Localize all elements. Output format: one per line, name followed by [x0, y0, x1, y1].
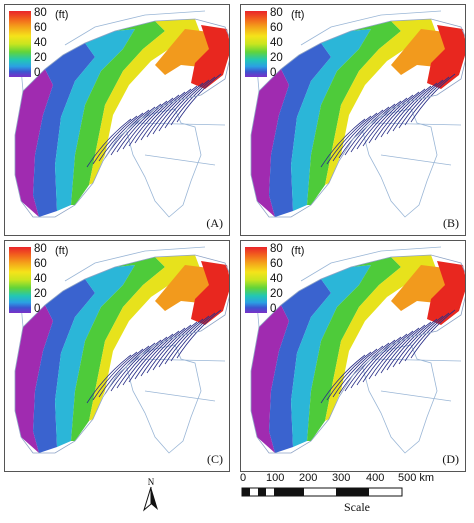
panel-label: (D): [442, 452, 459, 466]
color-legend: 80 60 40 20 0 (ft): [9, 243, 69, 319]
map-panel-a: 80 60 40 20 0 (ft) (A): [4, 4, 230, 236]
color-ramp: [9, 11, 31, 77]
map-panel-b: 80 60 40 20 0 (ft) (B): [240, 4, 466, 236]
legend-tick: 20: [34, 288, 47, 300]
scale-caption: Scale: [344, 500, 370, 514]
legend-tick: 40: [270, 37, 283, 49]
legend-unit: (ft): [291, 245, 305, 257]
legend-tick: 0: [270, 67, 277, 79]
legend-tick: 80: [270, 243, 283, 255]
north-arrow: N: [138, 476, 164, 518]
legend-unit: (ft): [291, 9, 305, 21]
legend-tick: 20: [34, 52, 47, 64]
color-legend: 80 60 40 20 0 (ft): [245, 243, 305, 319]
color-legend: 80 60 40 20 0 (ft): [245, 7, 305, 83]
scale-bar: 0 100 200 300 400 500 km Scale: [236, 472, 474, 518]
north-letter: N: [148, 477, 155, 487]
color-ramp: [245, 247, 267, 313]
panel-label: (A): [206, 216, 223, 230]
scale-label-200: 200: [299, 472, 318, 484]
legend-tick: 60: [270, 258, 283, 270]
scale-segments: [241, 487, 403, 497]
scale-label-500: 500 km: [398, 472, 435, 484]
legend-tick: 20: [270, 52, 283, 64]
map-panel-d: 80 60 40 20 0 (ft) (D): [240, 240, 466, 472]
legend-tick: 0: [34, 67, 41, 79]
map-panel-c: 80 60 40 20 0 (ft) (C): [4, 240, 230, 472]
legend-tick: 40: [34, 273, 47, 285]
legend-tick: 0: [270, 303, 277, 315]
legend-tick: 80: [34, 243, 47, 255]
color-legend: 80 60 40 20 0 (ft): [9, 7, 69, 83]
legend-tick: 60: [270, 22, 283, 34]
color-ramp: [245, 11, 267, 77]
scale-label-300: 300: [332, 472, 351, 484]
scale-label-400: 400: [366, 472, 385, 484]
color-ramp: [9, 247, 31, 313]
legend-tick: 40: [34, 37, 47, 49]
panel-label: (C): [207, 452, 223, 466]
legend-tick: 40: [270, 273, 283, 285]
panel-label: (B): [443, 216, 459, 230]
legend-tick: 60: [34, 258, 47, 270]
legend-tick: 60: [34, 22, 47, 34]
legend-tick: 80: [270, 7, 283, 19]
legend-tick: 0: [34, 303, 41, 315]
legend-unit: (ft): [55, 245, 69, 257]
legend-unit: (ft): [55, 9, 69, 21]
scale-label-100: 100: [266, 472, 285, 484]
scale-label-0: 0: [240, 472, 247, 484]
legend-tick: 20: [270, 288, 283, 300]
legend-tick: 80: [34, 7, 47, 19]
